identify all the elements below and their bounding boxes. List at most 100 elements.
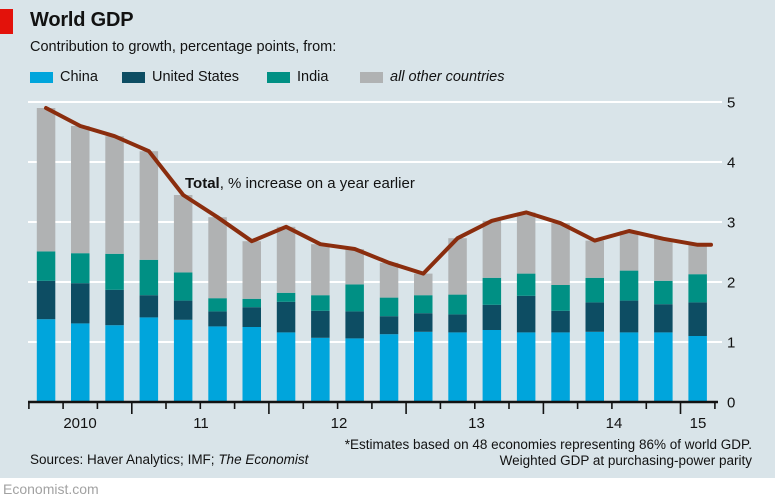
x-axis-label-2010: 2010 [63,415,96,432]
bar-segment-india [688,274,707,303]
bar-segment-india [585,277,604,303]
bar-segment-all-other-countries [276,226,296,293]
economist-red-tab [0,9,13,34]
bar-segment-united-states [345,311,364,339]
total-growth-line [44,106,713,276]
bar-segment-china [311,337,330,402]
sources-line: Sources: Haver Analytics; IMF; The Econo… [30,452,308,467]
bar-segment-china [448,332,467,402]
legend-swatch-icon [360,71,383,83]
y-axis-label-3: 3 [727,215,735,232]
bar-segment-united-states [71,283,90,324]
legend-label: all other countries [390,69,505,85]
bar-segment-united-states [551,310,570,333]
bar-segment-all-other-countries [688,244,707,275]
bar-segment-united-states [242,307,261,327]
total-line-annotation: Total, % increase on a year earlier [185,175,415,192]
bar-segment-united-states [276,301,296,333]
bar-segment-india [105,253,124,290]
y-axis-label-4: 4 [727,155,735,172]
footnote-line-2: Weighted GDP at purchasing-power parity [499,453,752,468]
sources-publication: The Economist [218,452,309,467]
legend-label: United States [152,69,240,85]
bar-segment-united-states [585,302,604,332]
bar-segment-india [619,270,639,301]
bar-segment-all-other-countries [139,151,159,260]
bar-segment-all-other-countries [242,241,261,299]
bar-segment-united-states [311,310,330,338]
bar-segment-united-states [619,300,639,333]
bar-segment-all-other-countries [654,238,673,281]
y-axis-label-5: 5 [727,95,735,112]
bar-segment-united-states [208,311,227,327]
bar-segment-india [71,253,90,284]
legend-swatch-icon [122,71,145,83]
bar-segment-china [654,332,673,402]
economist-com-link[interactable]: Economist.com [3,481,99,497]
bar-segment-all-other-countries [551,223,570,285]
bar-segment-china [551,332,570,402]
x-axis-label-15: 15 [690,415,707,432]
bar-segment-india [208,298,227,312]
bar-segment-india [516,273,536,296]
bar-segment-china [36,319,56,402]
legend-swatch-icon [267,71,290,83]
bar-segment-united-states [482,304,502,330]
bar-segment-china [379,334,399,402]
bar-segment-united-states [379,316,399,335]
bar-segment-china [345,338,364,402]
legend-item-india: India [267,68,328,86]
footnote: *Estimates based on 48 economies represe… [345,437,752,469]
x-axis-label-14: 14 [606,415,623,432]
legend-item-all-other-countries: all other countries [360,68,504,86]
bar-segment-china [71,323,90,402]
bar-segment-china [242,327,261,402]
bar-segment-all-other-countries [311,244,330,296]
footnote-line-1: *Estimates based on 48 economies represe… [344,437,752,452]
legend-label: China [60,69,98,85]
y-axis-label-0: 0 [727,395,735,412]
bar-segment-all-other-countries [414,273,433,296]
bar-segment-india [448,294,467,315]
bar-segment-united-states [139,295,159,318]
bar-segment-china [173,319,193,402]
bar-segment-all-other-countries [585,240,604,278]
bar-segment-all-other-countries [345,249,364,285]
bar-segment-india [345,284,364,312]
bar-segment-china [482,330,502,402]
y-axis-label-1: 1 [727,335,735,352]
bar-segment-india [276,292,296,302]
bar-segment-india [379,297,399,317]
bar-segment-china [414,331,433,402]
bar-segment-india [551,285,570,311]
legend: China United States India all other countri… [0,68,775,86]
bar-segment-china [105,325,124,402]
bar-segment-china [208,326,227,402]
bar-segment-all-other-countries [379,262,399,298]
bar-segment-united-states [173,300,193,320]
bar-segment-india [36,251,56,281]
bar-segment-united-states [414,313,433,332]
legend-item-china: China [30,68,98,86]
legend-item-united-states: United States [122,68,239,86]
bar-segment-china [276,332,296,402]
bar-segment-india [414,295,433,314]
bar-segment-india [654,280,673,305]
x-axis-label-13: 13 [468,415,485,432]
bar-segment-united-states [688,302,707,336]
bar-segment-all-other-countries [482,220,502,278]
bar-segment-all-other-countries [619,231,639,271]
bar-segment-india [173,272,193,301]
bar-segment-china [619,332,639,402]
legend-label: India [297,69,329,85]
bar-segment-all-other-countries [36,108,56,252]
bar-segment-china [516,332,536,402]
bar-segment-all-other-countries [208,217,227,299]
chart-title: World GDP [30,9,134,31]
bar-segment-all-other-countries [448,238,467,295]
bar-segment-india [139,259,159,296]
bar-segment-china [585,331,604,402]
sources-text: Sources: Haver Analytics; IMF; [30,452,219,467]
